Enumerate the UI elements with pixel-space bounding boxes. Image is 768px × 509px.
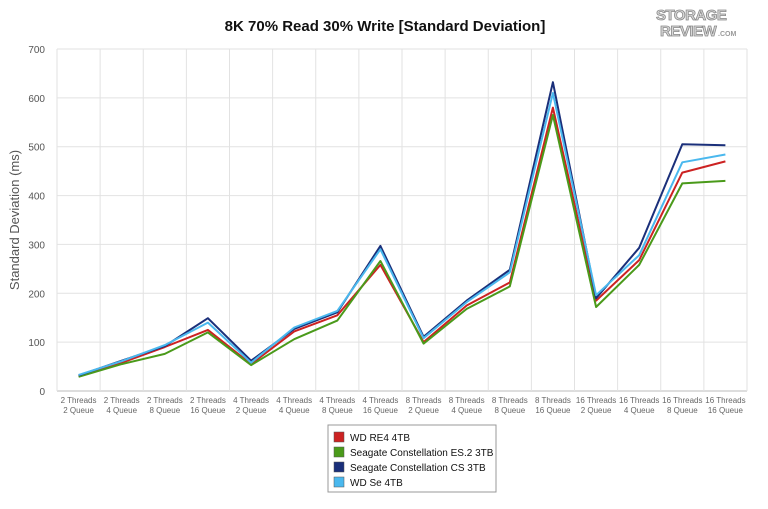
legend-label: Seagate Constellation CS 3TB (350, 463, 486, 474)
x-tick-label: 16 Queue (363, 406, 399, 415)
x-tick-label: 4 Queue (451, 406, 482, 415)
legend-swatch (333, 431, 345, 443)
y-axis-ticks: 0 100 200 300 400 500 600 700 (28, 45, 45, 398)
series-line (78, 114, 726, 378)
x-tick-label: 8 Threads (406, 396, 442, 405)
x-tick-label: 2 Queue (408, 406, 439, 415)
y-axis-label: Standard Deviation (ms) (7, 150, 22, 290)
x-tick-label: 8 Queue (149, 406, 180, 415)
x-tick-label: 4 Threads (319, 396, 355, 405)
x-tick-label: 16 Threads (576, 396, 616, 405)
x-tick-label: 8 Queue (322, 406, 353, 415)
x-tick-label: 4 Queue (624, 406, 655, 415)
y-tick-label: 0 (39, 387, 45, 398)
x-tick-label: 16 Threads (619, 396, 659, 405)
legend-swatch (333, 476, 345, 488)
logo-line-1: STORAGE (656, 7, 727, 24)
x-tick-label: 8 Queue (667, 406, 698, 415)
series-line (78, 81, 726, 377)
x-tick-label: 8 Threads (449, 396, 485, 405)
x-tick-label: 16 Queue (708, 406, 744, 415)
legend-box (327, 424, 497, 493)
logo-suffix: .COM (718, 31, 736, 38)
x-tick-label: 2 Queue (236, 406, 267, 415)
x-tick-label: 4 Threads (233, 396, 269, 405)
x-tick-label: 16 Threads (705, 396, 745, 405)
y-tick-label: 400 (28, 192, 45, 203)
x-tick-label: 2 Queue (581, 406, 612, 415)
y-tick-label: 300 (28, 240, 45, 251)
plot-lines (78, 81, 726, 378)
x-tick-label: 2 Threads (190, 396, 226, 405)
x-tick-label: 4 Threads (276, 396, 312, 405)
x-tick-label: 16 Queue (535, 406, 571, 415)
series-line (78, 92, 726, 376)
x-tick-label: 4 Queue (279, 406, 310, 415)
y-tick-label: 500 (28, 143, 45, 154)
y-tick-label: 700 (28, 45, 45, 56)
y-tick-label: 200 (28, 289, 45, 300)
legend-label: WD RE4 4TB (350, 433, 410, 444)
x-tick-label: 4 Queue (106, 406, 137, 415)
legend: WD RE4 4TB Seagate Constellation ES.2 3TB… (327, 424, 497, 493)
logo-line-2: REVIEW (660, 23, 718, 40)
legend-label: WD Se 4TB (350, 478, 403, 489)
x-tick-label: 16 Threads (662, 396, 702, 405)
legend-swatch (333, 461, 345, 473)
x-tick-label: 2 Queue (63, 406, 94, 415)
x-tick-label: 4 Threads (363, 396, 399, 405)
gridlines (56, 48, 748, 392)
x-tick-label: 2 Threads (147, 396, 183, 405)
x-tick-label: 16 Queue (190, 406, 226, 415)
x-tick-label: 2 Threads (104, 396, 140, 405)
x-tick-label: 8 Threads (535, 396, 571, 405)
legend-swatch (333, 446, 345, 458)
chart-title: 8K 70% Read 30% Write [Standard Deviatio… (225, 18, 546, 35)
y-tick-label: 600 (28, 94, 45, 105)
legend-label: Seagate Constellation ES.2 3TB (350, 448, 494, 459)
y-tick-label: 100 (28, 338, 45, 349)
x-tick-label: 8 Threads (492, 396, 528, 405)
x-tick-label: 8 Queue (494, 406, 525, 415)
site-logo: STORAGE REVIEW .COM (656, 7, 737, 41)
x-tick-label: 2 Threads (61, 396, 97, 405)
